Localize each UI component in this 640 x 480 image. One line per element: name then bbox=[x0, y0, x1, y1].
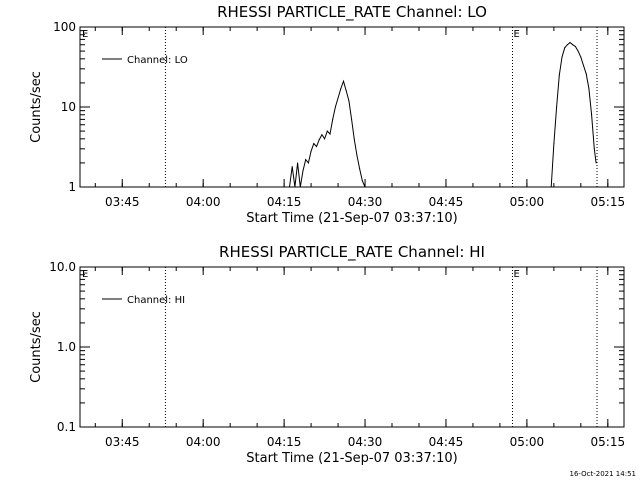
generated-timestamp: 16-Oct-2021 14:51 bbox=[570, 470, 636, 478]
data-point bbox=[577, 50, 579, 52]
event-marker-label: E bbox=[514, 269, 520, 280]
data-point bbox=[558, 74, 560, 76]
y-tick-label: 10 bbox=[61, 100, 76, 114]
data-point bbox=[324, 138, 326, 140]
x-tick-label: 04:15 bbox=[267, 195, 302, 209]
data-point bbox=[574, 46, 576, 48]
data-point bbox=[572, 44, 574, 46]
data-point bbox=[294, 186, 296, 188]
data-point bbox=[289, 186, 291, 188]
chart-title: RHESSI PARTICLE_RATE Channel: LO bbox=[217, 3, 487, 22]
data-point bbox=[561, 56, 563, 58]
data-point bbox=[305, 159, 307, 161]
x-tick-label: 05:15 bbox=[591, 435, 626, 449]
data-point bbox=[583, 65, 585, 67]
data-point bbox=[332, 118, 334, 120]
data-point bbox=[321, 134, 323, 136]
data-point bbox=[585, 73, 587, 75]
data-point bbox=[356, 154, 358, 156]
data-point bbox=[580, 56, 582, 58]
data-point bbox=[291, 166, 293, 168]
data-point bbox=[334, 106, 336, 108]
data-point bbox=[315, 146, 317, 148]
x-tick-label: 04:00 bbox=[186, 435, 221, 449]
y-tick-label: 0.1 bbox=[57, 420, 76, 434]
start-marker-label: E bbox=[82, 269, 88, 280]
data-point bbox=[342, 80, 344, 82]
data-point bbox=[340, 88, 342, 90]
data-point bbox=[359, 168, 361, 170]
x-tick-label: 04:30 bbox=[348, 195, 383, 209]
data-point bbox=[361, 180, 363, 182]
data-point bbox=[345, 90, 347, 92]
y-tick-label: 1.0 bbox=[57, 340, 76, 354]
data-point bbox=[595, 162, 597, 164]
event-marker-label: E bbox=[514, 29, 520, 40]
data-point bbox=[299, 186, 301, 188]
x-axis-label: Start Time (21-Sep-07 03:37:10) bbox=[246, 211, 457, 226]
series-line bbox=[289, 79, 366, 187]
data-point bbox=[318, 139, 320, 141]
data-point bbox=[310, 150, 312, 152]
x-tick-label: 04:45 bbox=[429, 435, 464, 449]
data-point bbox=[353, 138, 355, 140]
data-point bbox=[297, 162, 299, 164]
data-point bbox=[337, 97, 339, 99]
x-tick-label: 03:45 bbox=[105, 435, 140, 449]
data-point bbox=[550, 186, 552, 188]
data-point bbox=[307, 162, 309, 164]
data-point bbox=[553, 142, 555, 144]
chart-title: RHESSI PARTICLE_RATE Channel: HI bbox=[219, 243, 485, 262]
x-tick-label: 04:00 bbox=[186, 195, 221, 209]
x-tick-label: 04:30 bbox=[348, 435, 383, 449]
data-point bbox=[326, 130, 328, 132]
x-tick-label: 04:15 bbox=[267, 435, 302, 449]
data-point bbox=[302, 170, 304, 172]
data-point bbox=[569, 42, 571, 44]
x-tick-label: 03:45 bbox=[105, 195, 140, 209]
x-tick-label: 05:00 bbox=[510, 195, 545, 209]
plot-frame bbox=[79, 26, 625, 188]
y-axis-label: Counts/sec bbox=[29, 311, 44, 383]
data-point bbox=[313, 142, 315, 144]
data-point bbox=[364, 186, 366, 188]
x-tick-label: 05:00 bbox=[510, 435, 545, 449]
start-marker-label: E bbox=[82, 29, 88, 40]
x-tick-label: 04:45 bbox=[429, 195, 464, 209]
data-point bbox=[348, 100, 350, 102]
data-point bbox=[591, 114, 593, 116]
data-point bbox=[593, 148, 595, 150]
data-point bbox=[329, 133, 331, 135]
y-tick-label: 100 bbox=[53, 20, 76, 34]
data-point bbox=[556, 106, 558, 108]
x-tick-label: 05:15 bbox=[591, 195, 626, 209]
legend-label: Channel: LO bbox=[127, 55, 188, 66]
y-tick-label: 10.0 bbox=[49, 260, 76, 274]
data-point bbox=[588, 88, 590, 90]
y-axis-label: Counts/sec bbox=[29, 71, 44, 143]
x-axis-label: Start Time (21-Sep-07 03:37:10) bbox=[246, 451, 457, 466]
data-point bbox=[564, 47, 566, 49]
data-point bbox=[351, 118, 353, 120]
series-line bbox=[550, 41, 597, 187]
data-point bbox=[566, 44, 568, 46]
legend-label: Channel: HI bbox=[127, 295, 185, 306]
y-tick-label: 1 bbox=[68, 180, 76, 194]
plot-frame bbox=[79, 266, 625, 428]
